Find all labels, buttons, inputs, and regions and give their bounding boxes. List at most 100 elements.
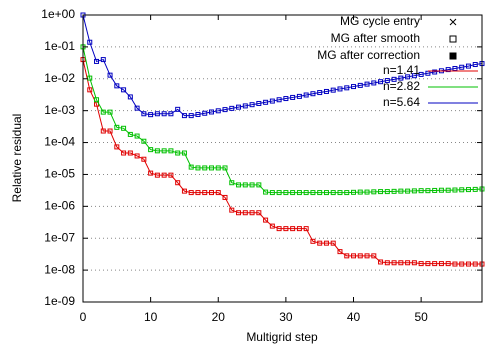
series-line — [82, 46, 483, 194]
point — [445, 261, 451, 267]
point — [391, 188, 397, 194]
point — [263, 99, 269, 105]
point — [452, 261, 458, 267]
point — [317, 90, 323, 96]
point — [100, 128, 106, 134]
y-axis-label: Relative residual — [10, 114, 24, 203]
y-tick-label: 1e-04 — [44, 135, 75, 149]
point — [175, 180, 181, 186]
point — [276, 97, 282, 103]
point — [398, 260, 404, 266]
point — [87, 75, 93, 81]
point — [195, 190, 201, 196]
y-tick-label: 1e-01 — [44, 39, 75, 53]
point — [465, 63, 471, 69]
point — [229, 105, 235, 111]
point — [351, 84, 357, 90]
legend-symbol — [449, 52, 457, 60]
point — [202, 190, 208, 196]
point — [114, 83, 120, 89]
point — [337, 249, 343, 255]
point — [378, 79, 384, 85]
point — [438, 187, 444, 193]
point — [222, 165, 228, 171]
point — [472, 186, 478, 192]
point — [263, 189, 269, 195]
point — [445, 67, 451, 73]
point — [269, 190, 275, 196]
point — [330, 190, 336, 196]
legend-label: MG after correction — [317, 48, 420, 62]
point — [208, 165, 214, 171]
point — [364, 253, 370, 259]
point — [222, 194, 228, 200]
point — [107, 128, 113, 134]
point — [154, 172, 160, 178]
point — [168, 111, 174, 117]
point — [391, 260, 397, 266]
point — [411, 73, 417, 79]
point — [215, 165, 221, 171]
point — [296, 226, 302, 232]
point — [161, 111, 167, 117]
point — [398, 75, 404, 81]
point — [256, 182, 262, 188]
point — [371, 253, 377, 259]
point — [181, 113, 187, 119]
point — [465, 261, 471, 267]
point — [175, 150, 181, 156]
point — [290, 226, 296, 232]
point — [195, 111, 201, 117]
y-tick-label: 1e-03 — [44, 103, 75, 117]
y-tick-label: 1e-06 — [44, 199, 75, 213]
point — [317, 240, 323, 246]
point — [168, 172, 174, 178]
point — [134, 133, 140, 139]
point — [141, 138, 147, 144]
point — [181, 150, 187, 156]
point — [391, 76, 397, 82]
point — [276, 190, 282, 196]
point — [107, 72, 113, 78]
x-axis-label: Multigrid step — [246, 330, 318, 344]
point — [256, 100, 262, 106]
point — [425, 261, 431, 267]
point — [188, 113, 194, 119]
point — [445, 187, 451, 193]
point — [236, 182, 242, 188]
point — [154, 111, 160, 117]
legend-label: n=5.64 — [383, 95, 420, 109]
point — [276, 226, 282, 232]
legend-label: MG after smooth — [331, 31, 420, 45]
point — [452, 187, 458, 193]
point — [351, 189, 357, 195]
point — [472, 261, 478, 267]
y-tick-label: 1e-05 — [44, 167, 75, 181]
point — [384, 78, 390, 84]
point — [357, 253, 363, 259]
point — [202, 165, 208, 171]
point — [357, 82, 363, 88]
point — [432, 69, 438, 75]
point — [317, 190, 323, 196]
point — [141, 156, 147, 162]
series-line — [82, 59, 482, 265]
legend-symbol — [449, 35, 457, 43]
point — [181, 188, 187, 194]
point — [405, 188, 411, 194]
point — [168, 148, 174, 154]
point — [141, 111, 147, 117]
x-tick-label: 50 — [414, 310, 428, 324]
point — [378, 259, 384, 265]
point — [296, 190, 302, 196]
point — [418, 71, 424, 77]
point — [188, 190, 194, 196]
x-tick-label: 20 — [212, 310, 226, 324]
point — [405, 260, 411, 266]
point — [310, 238, 316, 244]
point — [188, 164, 194, 170]
point — [107, 109, 113, 115]
point — [378, 189, 384, 195]
point — [242, 103, 248, 109]
point — [114, 124, 120, 130]
